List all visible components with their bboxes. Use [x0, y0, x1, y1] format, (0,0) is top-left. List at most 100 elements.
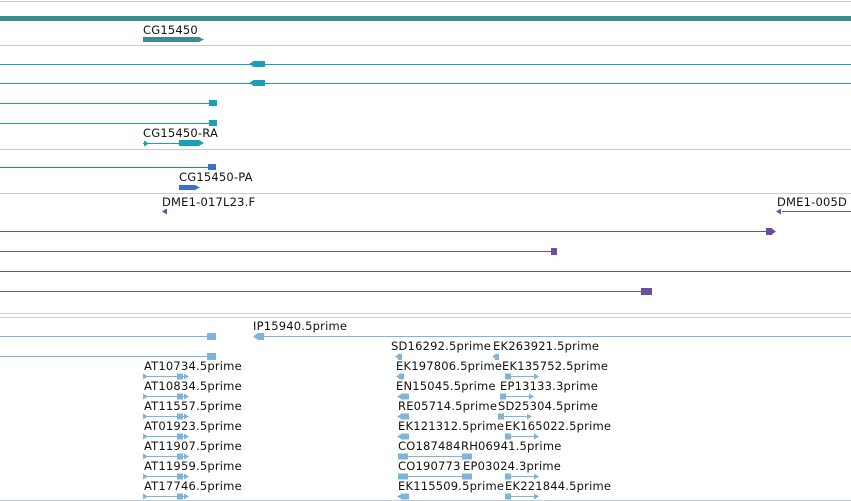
gene-span-bar[interactable]	[0, 16, 851, 21]
est-arrow[interactable]	[534, 473, 539, 480]
est-arrow[interactable]	[527, 413, 532, 420]
est-label[interactable]: AT10834.5prime	[144, 379, 242, 393]
est-arrow[interactable]	[184, 433, 189, 440]
est-arrow[interactable]	[397, 433, 402, 440]
est-block[interactable]	[498, 413, 504, 420]
transcript-label[interactable]: CG15450-RA	[143, 126, 219, 140]
est-arrow[interactable]	[184, 473, 189, 480]
est-label[interactable]: EP03024.3prime	[463, 459, 562, 473]
est-label[interactable]: CO190773	[398, 459, 461, 473]
est-block[interactable]	[177, 493, 183, 500]
protein-block[interactable]	[179, 185, 195, 190]
est-label[interactable]: EK121312.5prime	[398, 419, 505, 433]
est-label[interactable]: EP13133.3prime	[500, 379, 599, 393]
est-arrow[interactable]	[143, 473, 148, 480]
transcript-exon[interactable]	[209, 120, 217, 126]
est-block[interactable]	[505, 473, 511, 480]
est-block[interactable]	[399, 373, 404, 380]
est-arrow[interactable]	[529, 393, 534, 400]
transcript-arrow[interactable]	[199, 140, 204, 146]
est-label[interactable]: AT11557.5prime	[144, 399, 242, 413]
est-block[interactable]	[462, 453, 472, 460]
est-arrow[interactable]	[184, 453, 189, 460]
est-block[interactable]	[207, 333, 216, 340]
est-block[interactable]	[177, 373, 183, 380]
est-block[interactable]	[505, 493, 511, 500]
est-label[interactable]: EK165022.5prime	[505, 419, 612, 433]
clone-block[interactable]	[641, 288, 652, 295]
transcript-arrow[interactable]	[144, 140, 149, 147]
transcript-arrow[interactable]	[249, 80, 254, 86]
transcript-arrow[interactable]	[249, 61, 254, 67]
est-label[interactable]: RH06941.5prime	[461, 439, 562, 453]
est-block[interactable]	[258, 333, 264, 340]
est-block[interactable]	[177, 473, 183, 480]
est-block[interactable]	[398, 453, 408, 460]
est-arrow[interactable]	[397, 393, 402, 400]
est-arrow[interactable]	[143, 453, 148, 460]
est-arrow[interactable]	[184, 413, 189, 420]
est-label[interactable]: AT11959.5prime	[144, 459, 242, 473]
est-arrow[interactable]	[143, 433, 148, 440]
est-arrow[interactable]	[184, 493, 189, 500]
est-label[interactable]: AT17746.5prime	[144, 479, 242, 493]
est-label[interactable]: EK221844.5prime	[505, 479, 612, 493]
est-block[interactable]	[207, 353, 216, 360]
est-block[interactable]	[401, 393, 409, 400]
clone-block[interactable]	[551, 248, 557, 255]
gene-glyph[interactable]	[143, 37, 199, 42]
est-arrow[interactable]	[143, 493, 148, 500]
est-label[interactable]: AT10734.5prime	[144, 359, 242, 373]
protein-block[interactable]	[208, 164, 216, 170]
est-block[interactable]	[505, 373, 511, 380]
est-block[interactable]	[505, 433, 511, 440]
est-block[interactable]	[401, 433, 409, 440]
clone-block[interactable]	[766, 228, 772, 235]
est-arrow[interactable]	[184, 373, 189, 380]
est-arrow[interactable]	[253, 333, 258, 340]
est-block[interactable]	[177, 453, 183, 460]
est-arrow[interactable]	[397, 493, 402, 500]
transcript-exon[interactable]	[209, 100, 217, 106]
est-arrow[interactable]	[534, 373, 539, 380]
est-block[interactable]	[462, 473, 472, 480]
transcript-exon[interactable]	[253, 61, 265, 67]
est-block[interactable]	[177, 393, 183, 400]
protein-arrow[interactable]	[195, 185, 200, 190]
est-label[interactable]: EK135752.5prime	[502, 359, 609, 373]
clone-arrow[interactable]	[776, 208, 781, 215]
gene-label[interactable]: CG15450	[143, 23, 198, 37]
clone-label[interactable]: DME1-017L23.F	[162, 195, 256, 209]
est-arrow[interactable]	[184, 393, 189, 400]
est-block[interactable]	[401, 413, 409, 420]
transcript-exon[interactable]	[179, 140, 199, 146]
est-label[interactable]: IP15940.5prime	[253, 319, 348, 333]
est-block[interactable]	[398, 354, 402, 360]
est-arrow[interactable]	[534, 493, 539, 500]
est-label[interactable]: CO187484	[398, 439, 461, 453]
clone-arrow[interactable]	[771, 228, 776, 235]
transcript-exon[interactable]	[253, 80, 265, 86]
est-label[interactable]: EK263921.5prime	[493, 339, 600, 353]
est-label[interactable]: AT01923.5prime	[144, 419, 242, 433]
clone-label[interactable]: DME1-005D	[777, 195, 848, 209]
est-label[interactable]: EK197806.5prime	[396, 359, 503, 373]
est-label[interactable]: RE05714.5prime	[398, 399, 498, 413]
est-arrow[interactable]	[534, 433, 539, 440]
est-arrow[interactable]	[397, 413, 402, 420]
est-label[interactable]: SD16292.5prime	[391, 339, 492, 353]
est-label[interactable]: EK115509.5prime	[398, 479, 505, 493]
est-arrow[interactable]	[143, 413, 148, 420]
protein-label[interactable]: CG15450-PA	[179, 170, 253, 184]
est-block[interactable]	[401, 493, 409, 500]
est-block[interactable]	[495, 354, 499, 360]
est-block[interactable]	[177, 433, 183, 440]
est-block[interactable]	[177, 413, 183, 420]
est-label[interactable]: EN15045.5prime	[396, 379, 496, 393]
est-block[interactable]	[500, 393, 506, 400]
est-label[interactable]: AT11907.5prime	[144, 439, 242, 453]
est-arrow[interactable]	[143, 393, 148, 400]
est-block[interactable]	[398, 473, 408, 480]
est-arrow[interactable]	[143, 373, 148, 380]
gene-arrow[interactable]	[199, 37, 204, 42]
